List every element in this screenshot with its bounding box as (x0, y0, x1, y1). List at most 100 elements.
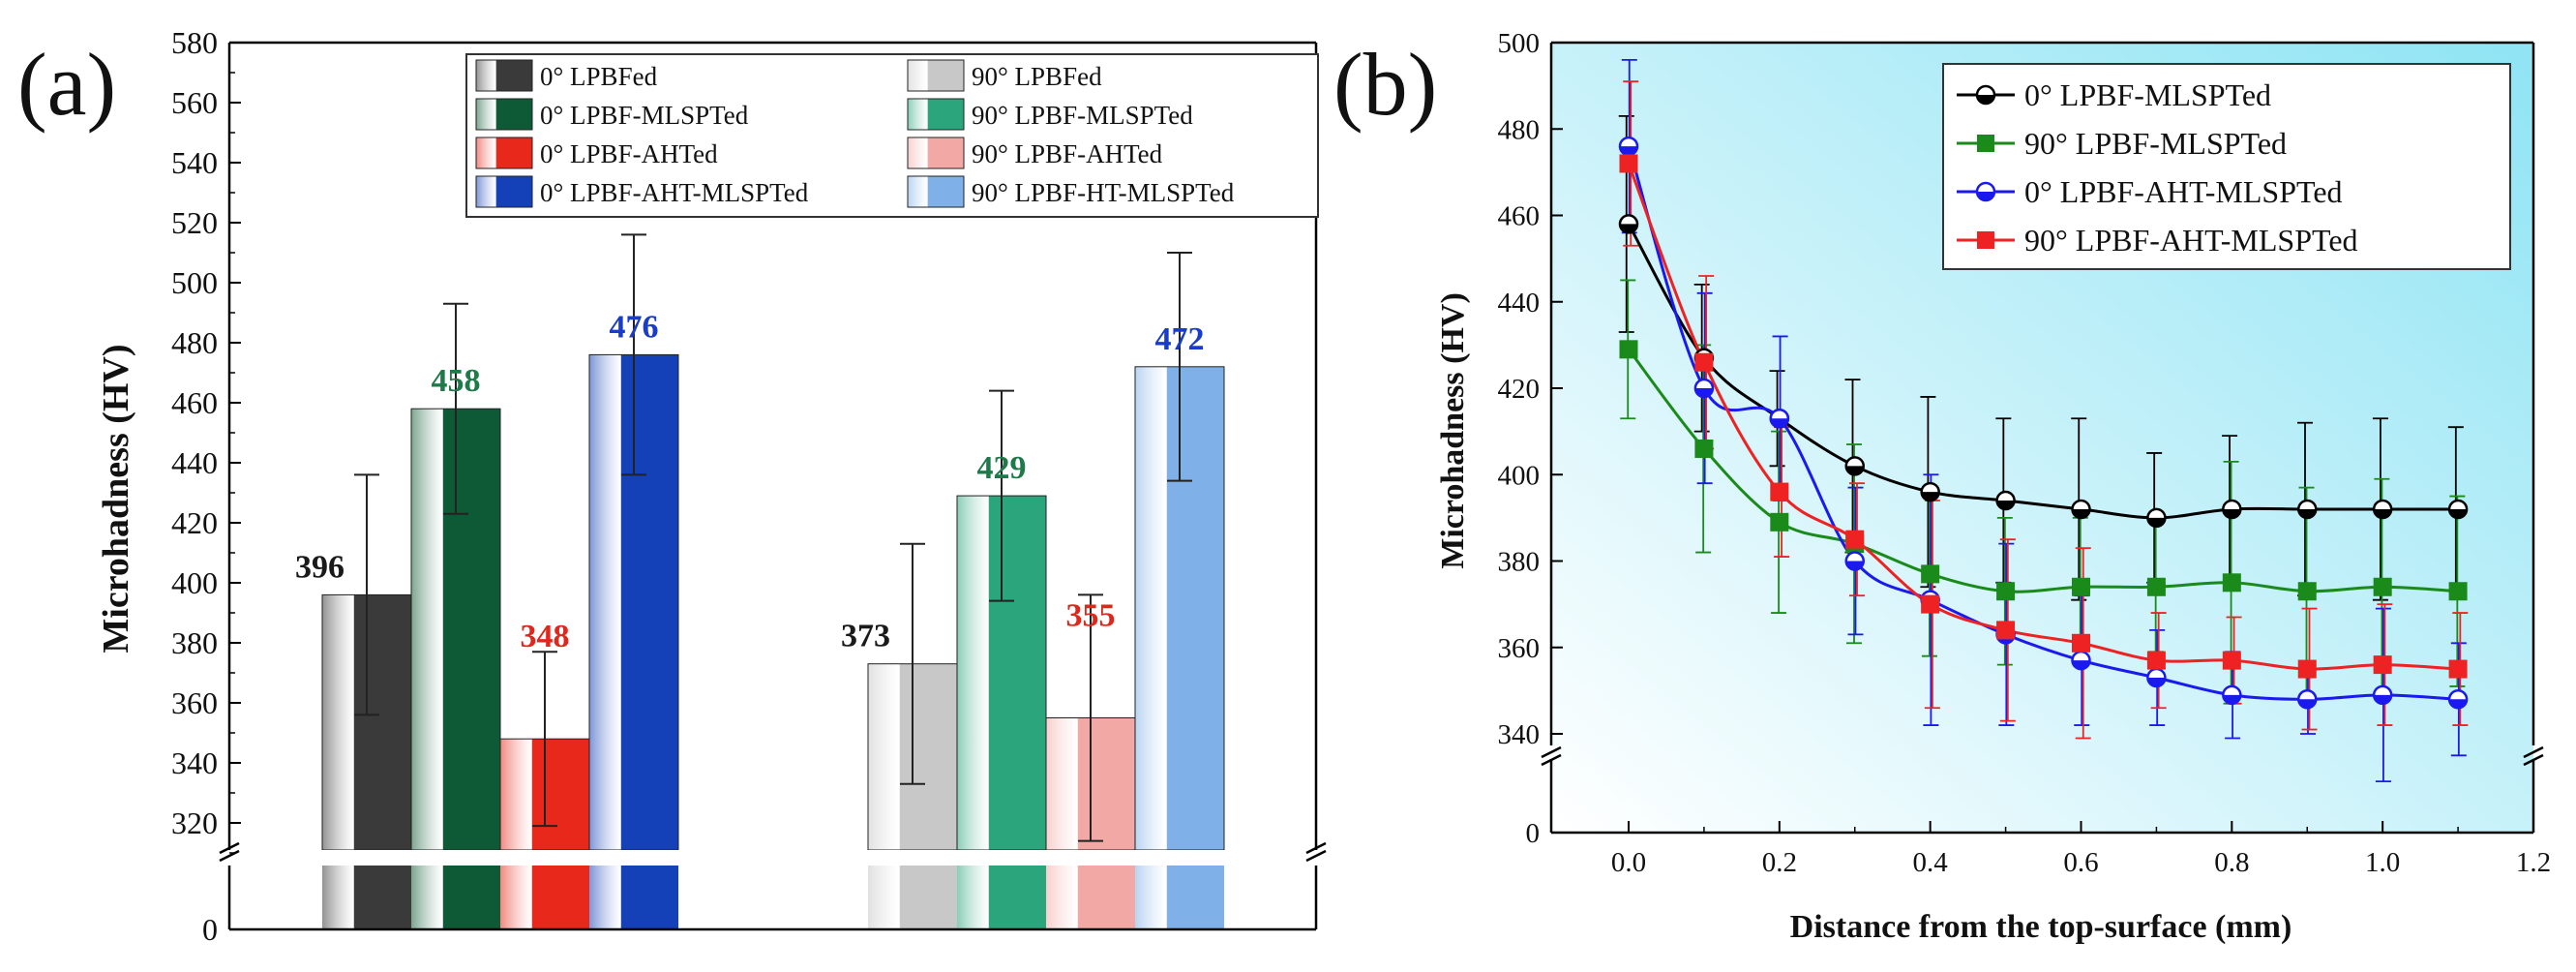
marker-90-lpbf-mlspted (2222, 573, 2241, 592)
y-tick-label-a: 480 (171, 325, 218, 360)
y-tick-label-b: 380 (1498, 547, 1541, 578)
marker-90-lpbf-aht-mlspted (1694, 352, 1714, 372)
legend-b: 0° LPBF-MLSPTed 90° LPBF-MLSPTed 0° LPBF-A… (1942, 63, 2511, 270)
y-tick-label-b: 0 (1526, 818, 1541, 849)
x-tick-label-b: 0.0 (1611, 847, 1646, 878)
legend-label: 0° LPBF-AHTed (540, 139, 718, 168)
axis-break-mark (219, 841, 240, 855)
bar-chart-panel-a: 396 458 348 476 373 429 355 472 580 560 540 520 500… (96, 25, 1327, 947)
legend-label-b: 0° LPBF-AHT-MLSPTed (2024, 174, 2343, 209)
y-tick-label-b: 340 (1498, 719, 1541, 750)
y-tick-label-b: 360 (1498, 633, 1541, 664)
marker-0-lpbf-aht-mlspted (2223, 694, 2241, 704)
marker-90-lpbf-mlspted (2072, 577, 2090, 596)
marker-0-lpbf-mlspted (2223, 508, 2241, 518)
marker-0-lpbf-aht-mlspted (2298, 699, 2317, 709)
legend-label-b: 90° LPBF-MLSPTed (2024, 126, 2287, 161)
legend-swatch (907, 98, 965, 131)
marker-90-lpbf-mlspted (1996, 582, 2016, 601)
data-label-0-lpbf-ahted: 348 (521, 619, 570, 654)
axis-break-band (231, 850, 1314, 866)
panel-a-label: (a) (17, 35, 116, 134)
y-tick-label-a: 420 (171, 505, 218, 540)
marker-0-lpbf-mlspted (2072, 508, 2090, 518)
y-tick-label-a: 580 (171, 25, 218, 60)
y-tick-label-b: 460 (1498, 201, 1541, 232)
y-tick-label-a: 540 (171, 145, 218, 180)
y-tick-label-b: 500 (1498, 28, 1541, 59)
x-tick-label-b: 0.8 (2214, 847, 2249, 878)
marker-90-lpbf-aht-mlspted (2222, 651, 2241, 670)
data-label-90-lpbf-ht-mlspted: 472 (1155, 321, 1205, 357)
marker-0-lpbf-aht-mlspted (1770, 418, 1788, 428)
legend-marker (1977, 231, 1994, 249)
y-tick-label-a: 500 (171, 265, 218, 300)
marker-90-lpbf-mlspted (1921, 564, 1940, 584)
marker-90-lpbf-aht-mlspted (1845, 530, 1865, 549)
data-label-0-lpbf-aht-mlspted: 476 (610, 309, 659, 345)
marker-90-lpbf-mlspted (2297, 582, 2317, 601)
line-chart-panel-b: 500 480 460 440 420 400 380 360 340 0 0.0 0.2 0.4 0.6… (1435, 28, 2552, 945)
y-tick-label-a: 320 (171, 805, 218, 840)
x-tick-label-b: 1.0 (2365, 847, 2400, 878)
y-tick-label-b: 440 (1498, 288, 1541, 319)
legend-swatch (475, 98, 533, 131)
legend-swatch (475, 137, 533, 169)
legend-label: 90° LPBF-HT-MLSPTed (972, 178, 1235, 207)
marker-90-lpbf-aht-mlspted (2448, 659, 2468, 679)
marker-0-lpbf-mlspted (2298, 508, 2317, 518)
y-tick-label-a: 340 (171, 745, 218, 780)
data-label-0-lpbf-mlspted: 458 (432, 363, 481, 399)
legend-label: 0° LPBF-MLSPTed (540, 101, 749, 130)
y-tick-label-a: 380 (171, 625, 218, 660)
marker-0-lpbf-mlspted (1620, 224, 1637, 233)
legend-box-a (465, 53, 1319, 218)
panel-b-label: (b) (1333, 35, 1437, 134)
marker-90-lpbf-aht-mlspted (2373, 655, 2392, 675)
legend-label-b: 0° LPBF-MLSPTed (2024, 77, 2271, 112)
marker-0-lpbf-mlspted (1921, 492, 1939, 501)
marker-0-lpbf-mlspted (2374, 508, 2392, 518)
data-label-90-lpbf-ahted: 355 (1066, 598, 1116, 634)
x-tick-label-b: 0.6 (2063, 847, 2098, 878)
tick-labels-b: 500 480 460 440 420 400 380 360 340 0 0.0 0.2 0.4 0.6… (1498, 28, 2552, 878)
marker-90-lpbf-aht-mlspted (2072, 633, 2090, 653)
y-axis-label-b: Microhadness (HV) (1435, 292, 1471, 569)
series-markers-layer (1618, 136, 2469, 710)
y-tick-label-a: 440 (171, 445, 218, 480)
marker-90-lpbf-aht-mlspted (1619, 154, 1638, 173)
legend-label: 0° LPBFed (540, 62, 658, 91)
marker-90-lpbf-mlspted (2448, 582, 2468, 601)
marker-0-lpbf-mlspted (1845, 466, 1864, 475)
x-tick-label-b: 1.2 (2516, 847, 2551, 878)
data-label-90-lpbf-mlspted: 429 (977, 450, 1027, 486)
legend-box-b (1942, 63, 2511, 270)
marker-90-lpbf-mlspted (1694, 439, 1714, 458)
axis-break-mark (1305, 849, 1327, 863)
axes-a (219, 41, 1327, 931)
axis-break-mark (1305, 841, 1327, 855)
legend-label: 90° LPBFed (972, 62, 1102, 91)
y-tick-label-a: 520 (171, 205, 218, 240)
marker-0-lpbf-aht-mlspted (2449, 699, 2468, 709)
bar-base-0-lpbf-ahted (500, 866, 589, 929)
legend-swatch (907, 59, 965, 92)
marker-90-lpbf-mlspted (1770, 512, 1789, 532)
axis-break-mark-b (2523, 753, 2544, 767)
y-axis-label-a: Microhadness (HV) (96, 344, 136, 653)
bar-base-90-lpbfed (868, 866, 957, 929)
marker-0-lpbf-aht-mlspted (2147, 677, 2166, 686)
y-tick-label-a: 460 (171, 385, 218, 420)
marker-0-lpbf-aht-mlspted (2374, 694, 2392, 704)
marker-0-lpbf-mlspted (2147, 517, 2166, 527)
bar-base-90-lpbf-ahted (1046, 866, 1135, 929)
legend-swatch (475, 59, 533, 92)
data-label-90-lpbfed: 373 (841, 619, 890, 654)
legend-label: 90° LPBF-AHTed (972, 139, 1163, 168)
marker-90-lpbf-mlspted (2373, 577, 2392, 596)
y-tick-label-b: 480 (1498, 114, 1541, 145)
legend-swatch (475, 175, 533, 208)
y-tick-labels-a: 580 560 540 520 500 480 460 440 420 400 380 360 340 3… (171, 25, 218, 947)
marker-0-lpbf-aht-mlspted (1694, 388, 1713, 397)
